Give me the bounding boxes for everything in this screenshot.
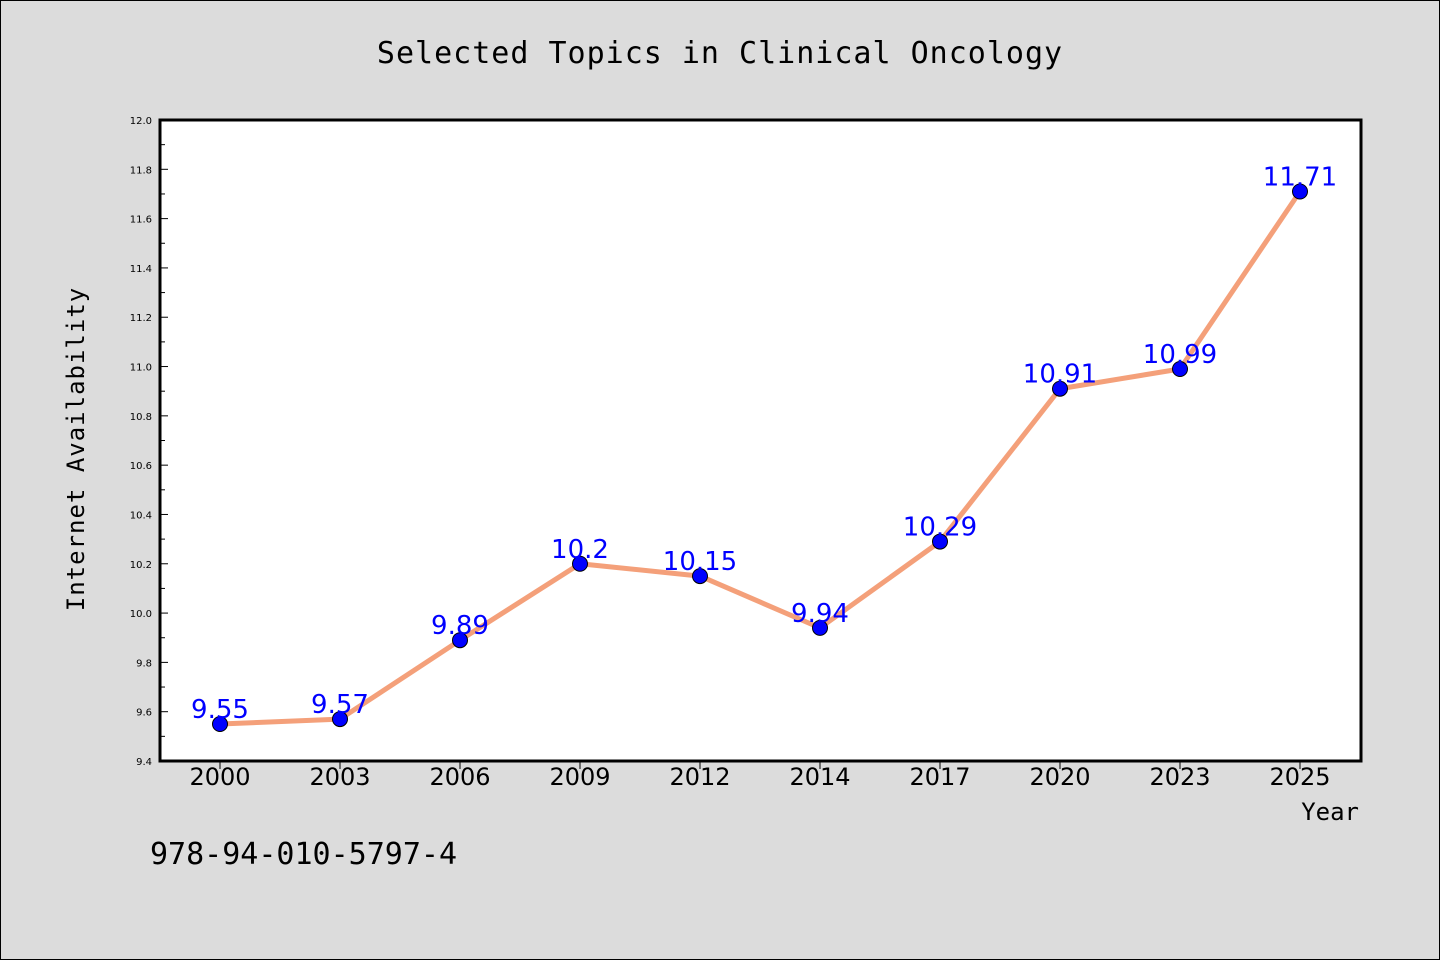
- data-labels: 9.55 9.57 9.89 10.2 10.15 9.94 10.29 10.91 10.99…: [191, 162, 1337, 725]
- y-tick-label: 10.4: [130, 510, 152, 521]
- data-label: 10.15: [663, 547, 737, 577]
- x-tick-label: 2025: [1269, 763, 1330, 791]
- data-point: [572, 555, 588, 572]
- x-tick-label: 2006: [429, 763, 490, 791]
- y-tick-label: 12.0: [130, 116, 152, 127]
- y-axis: 9.4 9.6 9.8 10.0 10.2 10.4 10.6 10.8 11.0 11.2 11.…: [130, 116, 168, 768]
- data-label: 9.57: [311, 690, 369, 720]
- chart-title: Selected Topics in Clinical Oncology: [377, 36, 1063, 71]
- y-tick-label: 9.8: [136, 658, 152, 669]
- plot-area: [158, 118, 1363, 763]
- y-tick-label: 10.6: [130, 461, 152, 472]
- x-axis: 2000 2003 2006 2009 2012 2014 2017 2020 2023 2025: [189, 761, 1331, 791]
- data-point: [692, 568, 708, 585]
- x-tick-label: 2009: [549, 763, 610, 791]
- y-tick-label: 10.0: [130, 609, 152, 620]
- data-label: 10.91: [1023, 360, 1097, 390]
- data-point: [812, 619, 828, 636]
- x-tick-label: 2014: [789, 763, 850, 791]
- y-tick-label: 11.6: [130, 215, 152, 226]
- data-point: [932, 533, 948, 550]
- data-label: 10.29: [903, 513, 977, 543]
- data-label: 11.71: [1263, 162, 1337, 192]
- y-tick-label: 9.4: [136, 757, 152, 768]
- y-tick-label: 10.8: [130, 412, 152, 423]
- isbn-text: 978-94-010-5797-4: [150, 837, 457, 872]
- y-tick-label: 9.6: [136, 708, 152, 719]
- data-point: [212, 716, 228, 733]
- x-tick-label: 2003: [309, 763, 370, 791]
- data-point: [1172, 361, 1188, 378]
- y-tick-label: 10.2: [130, 560, 152, 571]
- y-tick-label: 11.4: [130, 264, 152, 275]
- y-tick-label: 11.2: [130, 313, 152, 324]
- x-tick-label: 2012: [669, 763, 730, 791]
- x-tick-label: 2023: [1149, 763, 1210, 791]
- data-label: 9.89: [431, 611, 489, 641]
- y-tick-label: 11.0: [130, 363, 152, 374]
- y-tick-label: 11.8: [130, 165, 152, 176]
- data-label: 9.94: [791, 599, 849, 629]
- data-label: 10.99: [1143, 340, 1217, 370]
- y-axis-title: Internet Availability: [62, 287, 90, 611]
- x-tick-label: 2017: [909, 763, 970, 791]
- x-axis-title: Year: [1301, 798, 1359, 826]
- data-point: [452, 632, 468, 649]
- data-point: [1052, 380, 1068, 397]
- data-point: [1292, 183, 1308, 200]
- x-tick-label: 2020: [1029, 763, 1090, 791]
- data-point: [332, 711, 348, 728]
- data-label: 9.55: [191, 695, 249, 725]
- series-polyline: [217, 188, 1303, 727]
- data-label: 10.2: [551, 535, 609, 565]
- series-line: [212, 183, 1308, 733]
- x-tick-label: 2000: [189, 763, 250, 791]
